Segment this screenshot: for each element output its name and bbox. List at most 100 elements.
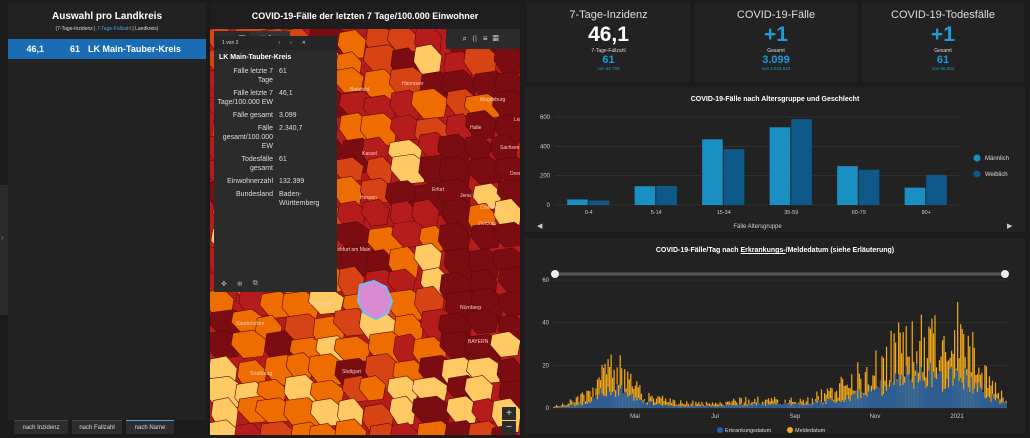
map-district[interactable] [496, 178, 520, 208]
bar-männlich[interactable] [567, 199, 588, 205]
map-district[interactable] [337, 29, 367, 60]
x-axis-label: Fälle Altersgruppe [733, 224, 782, 230]
chevron-left-icon[interactable]: ‹ [278, 40, 281, 46]
map-district[interactable] [390, 422, 419, 435]
bar-meldedatum [754, 398, 756, 408]
map-district[interactable] [489, 331, 520, 358]
map-district[interactable] [358, 375, 386, 402]
bar-männlich[interactable] [904, 187, 926, 205]
bar-erkrankungsdatum [843, 402, 845, 408]
map-district[interactable] [234, 422, 264, 435]
zoom-in-button[interactable]: + [502, 407, 516, 420]
map-district[interactable] [390, 153, 428, 185]
bar-meldedatum [655, 398, 658, 408]
map-city-label: Bielefeld [350, 87, 369, 93]
zoom-to-icon[interactable]: ⊕ [236, 281, 243, 288]
selected-district-highlight[interactable] [356, 279, 394, 321]
map-district[interactable] [491, 247, 520, 275]
bar-erkrankungsdatum [932, 371, 935, 408]
map-district[interactable] [446, 395, 479, 426]
bar-erkrankungsdatum [789, 403, 791, 408]
map-district[interactable] [492, 89, 520, 122]
close-icon[interactable]: ✕ [301, 40, 306, 46]
map-city-label: Hessen [360, 195, 377, 201]
map-district[interactable] [470, 222, 502, 250]
zoom-out-button[interactable]: − [502, 421, 516, 434]
sort-by-inzidenz-button[interactable]: nach Inzidenz [14, 420, 68, 434]
grid-icon[interactable]: ▦ [492, 34, 504, 43]
bar-erkrankungsdatum [941, 391, 944, 408]
chevron-right-icon[interactable]: › [290, 40, 292, 46]
bar-männlich[interactable] [702, 139, 723, 205]
bar-erkrankungsdatum [772, 404, 774, 408]
dock-icon[interactable]: ⧉ [252, 280, 258, 287]
bar-erkrankungsdatum [978, 382, 980, 408]
bar-männlich[interactable] [837, 166, 858, 205]
bar-erkrankungsdatum [621, 385, 623, 408]
bar-männlich[interactable] [769, 127, 791, 205]
bar-weiblich[interactable] [926, 174, 947, 205]
bar-erkrankungsdatum [996, 397, 998, 408]
move-icon[interactable]: ✥ [221, 281, 227, 288]
map-district[interactable] [210, 419, 239, 435]
choropleth-map[interactable]: Hannover Magdeburg Halle Leipzig Kassel Erfur… [210, 29, 520, 435]
map-district[interactable] [285, 352, 314, 381]
bar-meldedatum [928, 326, 930, 408]
bar-weiblich[interactable] [588, 200, 610, 205]
bar-weiblich[interactable] [858, 169, 880, 205]
bar-erkrankungsdatum [954, 378, 956, 408]
bar-erkrankungsdatum [758, 403, 761, 408]
x-tick-label: 60-79 [852, 210, 866, 216]
map-district[interactable] [497, 290, 520, 317]
kpi-label: COVID-19-Todesfälle [891, 9, 995, 21]
map-district[interactable] [389, 395, 417, 427]
bar-erkrankungsdatum [784, 402, 786, 408]
map-district[interactable] [230, 329, 267, 359]
map-district[interactable] [466, 308, 499, 335]
map-district[interactable] [497, 266, 520, 295]
map-district[interactable] [334, 418, 367, 435]
bar-männlich[interactable] [634, 186, 656, 205]
map-district[interactable] [307, 353, 346, 387]
legend-swatch [973, 154, 981, 162]
map-city-label: Straßburg [250, 371, 272, 377]
map-district[interactable] [411, 376, 449, 404]
map-city-label: Leipzig [514, 117, 520, 123]
bar-meldedatum [734, 400, 736, 408]
sort-by-fallzahl-button[interactable]: nach Fallzahl [72, 420, 122, 434]
map-city-label: Nürnberg [460, 305, 481, 311]
item-name: LK Main-Tauber-Kreis [88, 44, 181, 54]
map-district[interactable] [494, 156, 520, 184]
bar-weiblich[interactable] [791, 119, 812, 205]
bar-meldedatum [727, 401, 729, 408]
bookmark-icon[interactable]: ▯ [471, 34, 483, 43]
map-toolbar[interactable]: ⌕▯≡▦ [446, 29, 520, 49]
map-district[interactable] [259, 420, 298, 435]
kpi-label: COVID-19-Fälle [736, 9, 816, 21]
scroll-right-icon[interactable]: ▶ [1007, 223, 1013, 230]
popup-pager: 1 von 2 ‹ › ✕ [214, 36, 337, 50]
bar-erkrankungsdatum [699, 406, 702, 408]
sort-by-name-button[interactable]: nach Name [126, 420, 174, 434]
map-district[interactable] [492, 221, 520, 248]
bar-erkrankungsdatum [675, 405, 677, 408]
bar-weiblich[interactable] [656, 185, 677, 205]
collapse-handle[interactable]: › [0, 185, 8, 315]
range-slider-handle-start[interactable] [551, 270, 559, 278]
map-district[interactable] [308, 423, 340, 435]
bar-erkrankungsdatum [951, 366, 953, 408]
map-district[interactable] [410, 88, 448, 120]
list-icon[interactable]: ≡ [482, 34, 493, 43]
range-slider-handle-end[interactable] [1001, 270, 1009, 278]
district-list-item[interactable]: 46,1 61 LK Main-Tauber-Kreis [8, 39, 206, 59]
search-icon[interactable]: ⌕ [462, 34, 472, 43]
y-tick-label: 200 [540, 174, 551, 180]
popup-field-row: Fälle gesamt/100.000 EW 2.340,7 [214, 122, 337, 153]
scroll-left-icon[interactable]: ◀ [537, 223, 543, 230]
bar-erkrankungsdatum [869, 385, 871, 408]
y-tick-label: 400 [540, 144, 551, 150]
bar-meldedatum [608, 367, 611, 408]
bar-weiblich[interactable] [723, 149, 745, 205]
map-district[interactable] [361, 199, 390, 227]
map-city-label: Zwickau [478, 221, 497, 227]
